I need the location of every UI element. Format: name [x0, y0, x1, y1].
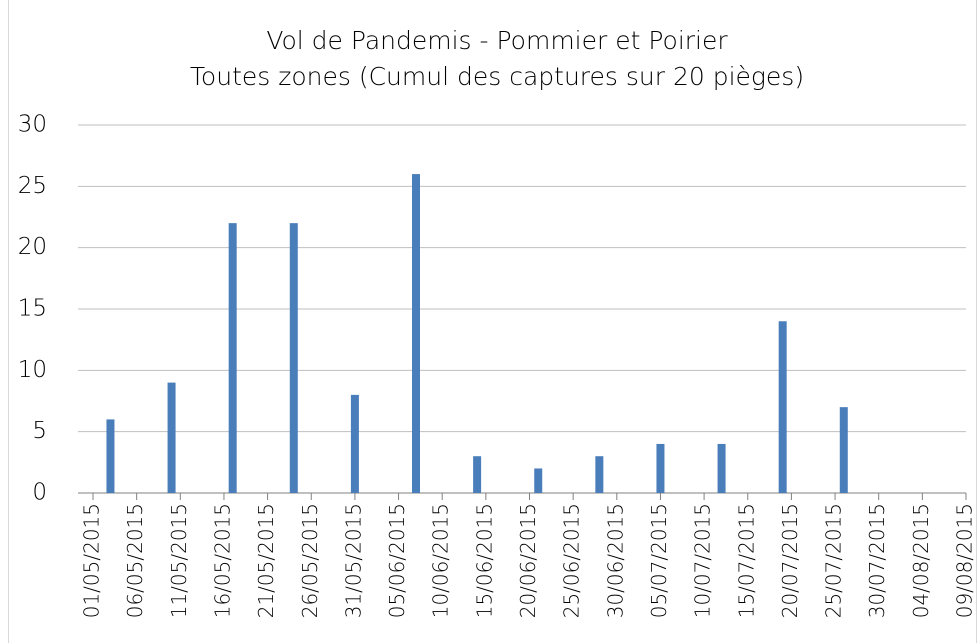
y-tick-label: 15 — [18, 296, 47, 322]
bar — [412, 174, 421, 494]
chart-frame — [8, 0, 977, 643]
bar — [656, 443, 665, 493]
bar — [778, 321, 787, 493]
y-tick-label: 5 — [32, 418, 47, 444]
x-tick-label: 05/06/2015 — [385, 503, 409, 618]
y-tick-label: 0 — [32, 480, 47, 506]
y-tick-label: 20 — [18, 234, 47, 260]
chart-title: Vol de Pandemis - Pommier et Poirier — [266, 26, 728, 55]
bar — [534, 468, 543, 493]
x-tick-label: 16/05/2015 — [210, 503, 234, 618]
bar — [350, 394, 359, 493]
x-tick-label: 31/05/2015 — [341, 503, 365, 618]
bar — [228, 223, 237, 493]
x-tick-label: 06/05/2015 — [123, 503, 147, 618]
chart-subtitle: Toutes zones (Cumul des captures sur 20 … — [190, 62, 804, 91]
bar — [106, 419, 115, 493]
x-tick-label: 09/08/2015 — [953, 503, 977, 618]
x-tick-label: 01/05/2015 — [80, 503, 104, 618]
x-tick-label: 15/07/2015 — [734, 503, 758, 618]
bar — [473, 456, 482, 493]
y-tick-label: 10 — [18, 357, 47, 383]
x-tick-label: 10/06/2015 — [429, 503, 453, 618]
x-tick-label: 26/05/2015 — [298, 503, 322, 618]
x-tick-label: 30/06/2015 — [603, 503, 627, 618]
x-tick-label: 11/05/2015 — [167, 503, 191, 618]
y-tick-label: 25 — [18, 173, 47, 199]
x-tick-label: 20/06/2015 — [516, 503, 540, 618]
bar — [167, 382, 176, 493]
x-tick-label: 05/07/2015 — [647, 503, 671, 618]
x-tick-label: 25/07/2015 — [822, 503, 846, 618]
x-tick-label: 15/06/2015 — [472, 503, 496, 618]
x-tick-label: 21/05/2015 — [254, 503, 278, 618]
bar — [595, 456, 604, 493]
x-tick-label: 10/07/2015 — [691, 503, 715, 618]
x-tick-label: 30/07/2015 — [865, 503, 889, 618]
x-tick-label: 20/07/2015 — [778, 503, 802, 618]
bar — [839, 407, 848, 493]
y-tick-label: 30 — [18, 112, 47, 138]
x-tick-label: 04/08/2015 — [909, 503, 933, 618]
bar — [717, 443, 726, 493]
bar — [289, 223, 298, 493]
x-tick-label: 25/06/2015 — [560, 503, 584, 618]
